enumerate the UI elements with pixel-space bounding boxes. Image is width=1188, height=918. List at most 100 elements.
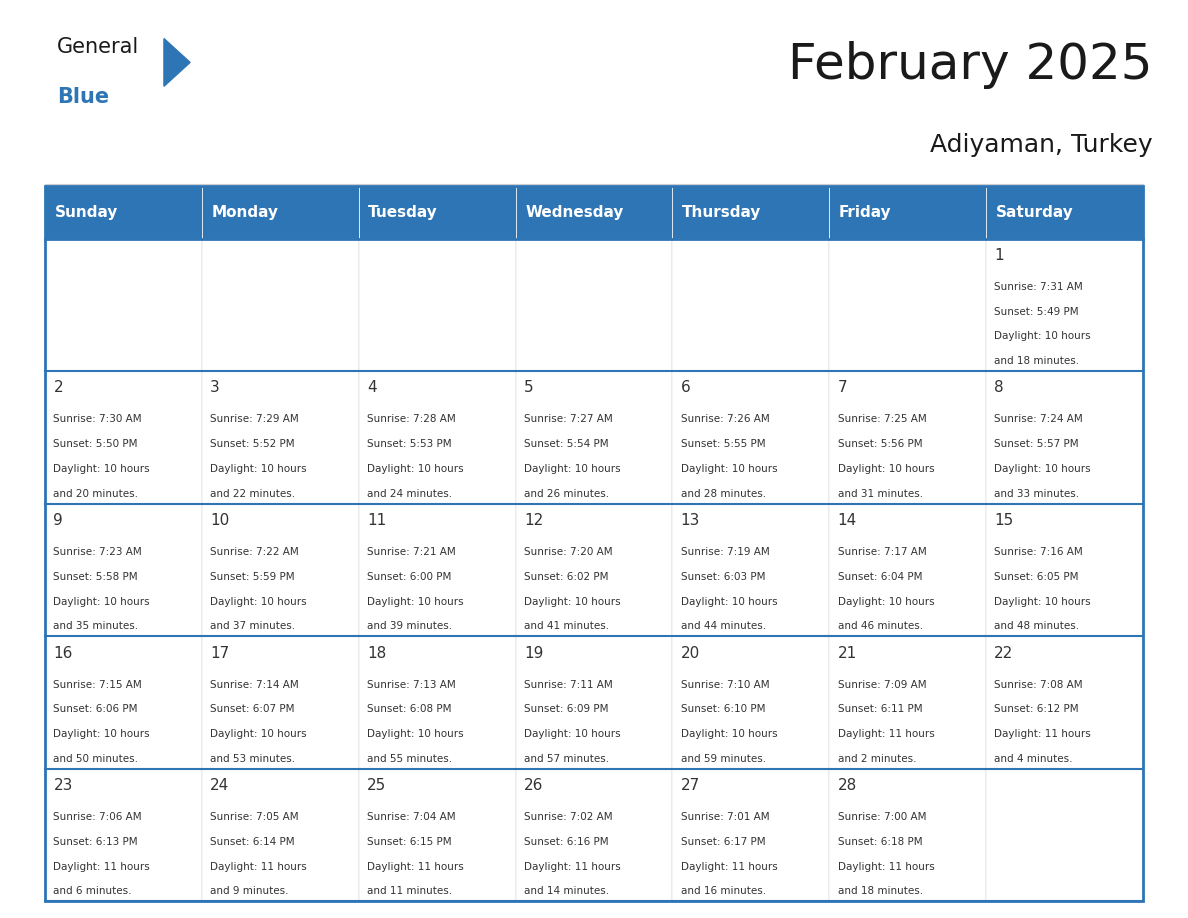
Text: Daylight: 11 hours: Daylight: 11 hours bbox=[838, 862, 934, 871]
Text: and 57 minutes.: and 57 minutes. bbox=[524, 754, 609, 764]
Text: Sunset: 6:05 PM: Sunset: 6:05 PM bbox=[994, 572, 1079, 582]
Text: Sunset: 5:58 PM: Sunset: 5:58 PM bbox=[53, 572, 138, 582]
Text: and 46 minutes.: and 46 minutes. bbox=[838, 621, 923, 632]
Text: Daylight: 11 hours: Daylight: 11 hours bbox=[994, 729, 1091, 739]
Text: and 11 minutes.: and 11 minutes. bbox=[367, 887, 453, 896]
Polygon shape bbox=[164, 39, 190, 86]
Text: Daylight: 10 hours: Daylight: 10 hours bbox=[53, 729, 150, 739]
Text: Daylight: 10 hours: Daylight: 10 hours bbox=[681, 597, 777, 607]
Text: Sunrise: 7:27 AM: Sunrise: 7:27 AM bbox=[524, 414, 613, 424]
Text: Daylight: 10 hours: Daylight: 10 hours bbox=[681, 729, 777, 739]
Text: 14: 14 bbox=[838, 513, 857, 528]
FancyBboxPatch shape bbox=[45, 239, 202, 371]
Text: Sunrise: 7:06 AM: Sunrise: 7:06 AM bbox=[53, 812, 143, 822]
Text: 10: 10 bbox=[210, 513, 229, 528]
Text: 25: 25 bbox=[367, 778, 386, 793]
Text: Sunset: 5:59 PM: Sunset: 5:59 PM bbox=[210, 572, 295, 582]
Text: 21: 21 bbox=[838, 645, 857, 661]
FancyBboxPatch shape bbox=[672, 636, 829, 769]
Text: and 16 minutes.: and 16 minutes. bbox=[681, 887, 766, 896]
Text: Adiyaman, Turkey: Adiyaman, Turkey bbox=[930, 133, 1152, 157]
Text: Sunset: 5:57 PM: Sunset: 5:57 PM bbox=[994, 439, 1079, 449]
Text: Daylight: 10 hours: Daylight: 10 hours bbox=[53, 597, 150, 607]
FancyBboxPatch shape bbox=[672, 239, 829, 371]
Text: Sunrise: 7:11 AM: Sunrise: 7:11 AM bbox=[524, 679, 613, 689]
Text: Monday: Monday bbox=[211, 205, 278, 220]
Text: Sunset: 5:53 PM: Sunset: 5:53 PM bbox=[367, 439, 451, 449]
Text: 4: 4 bbox=[367, 380, 377, 396]
FancyBboxPatch shape bbox=[359, 504, 516, 636]
Text: Daylight: 10 hours: Daylight: 10 hours bbox=[994, 597, 1091, 607]
Text: General: General bbox=[57, 37, 139, 57]
Text: Sunset: 6:07 PM: Sunset: 6:07 PM bbox=[210, 704, 295, 714]
FancyBboxPatch shape bbox=[986, 504, 1143, 636]
FancyBboxPatch shape bbox=[202, 239, 359, 371]
Text: Wednesday: Wednesday bbox=[525, 205, 624, 220]
Text: 11: 11 bbox=[367, 513, 386, 528]
Text: Saturday: Saturday bbox=[996, 205, 1073, 220]
FancyBboxPatch shape bbox=[202, 769, 359, 901]
Text: Sunset: 6:10 PM: Sunset: 6:10 PM bbox=[681, 704, 765, 714]
FancyBboxPatch shape bbox=[359, 769, 516, 901]
Text: Sunrise: 7:25 AM: Sunrise: 7:25 AM bbox=[838, 414, 927, 424]
Text: Sunset: 5:49 PM: Sunset: 5:49 PM bbox=[994, 307, 1079, 317]
Text: Tuesday: Tuesday bbox=[368, 205, 438, 220]
Text: Sunrise: 7:04 AM: Sunrise: 7:04 AM bbox=[367, 812, 456, 822]
Text: 28: 28 bbox=[838, 778, 857, 793]
FancyBboxPatch shape bbox=[829, 769, 986, 901]
Text: Daylight: 10 hours: Daylight: 10 hours bbox=[53, 464, 150, 474]
Text: Sunrise: 7:26 AM: Sunrise: 7:26 AM bbox=[681, 414, 770, 424]
FancyBboxPatch shape bbox=[986, 371, 1143, 504]
Text: Sunrise: 7:30 AM: Sunrise: 7:30 AM bbox=[53, 414, 143, 424]
Text: Thursday: Thursday bbox=[682, 205, 762, 220]
Text: Sunrise: 7:10 AM: Sunrise: 7:10 AM bbox=[681, 679, 770, 689]
FancyBboxPatch shape bbox=[45, 186, 202, 239]
Text: Friday: Friday bbox=[839, 205, 891, 220]
Text: Daylight: 11 hours: Daylight: 11 hours bbox=[210, 862, 307, 871]
Text: Sunrise: 7:17 AM: Sunrise: 7:17 AM bbox=[838, 547, 927, 557]
FancyBboxPatch shape bbox=[202, 186, 359, 239]
Text: Daylight: 10 hours: Daylight: 10 hours bbox=[524, 464, 620, 474]
FancyBboxPatch shape bbox=[516, 371, 672, 504]
Text: Sunrise: 7:19 AM: Sunrise: 7:19 AM bbox=[681, 547, 770, 557]
Text: 27: 27 bbox=[681, 778, 700, 793]
Text: Daylight: 11 hours: Daylight: 11 hours bbox=[681, 862, 777, 871]
Text: Daylight: 10 hours: Daylight: 10 hours bbox=[838, 597, 934, 607]
Text: Sunrise: 7:20 AM: Sunrise: 7:20 AM bbox=[524, 547, 613, 557]
Text: Sunrise: 7:21 AM: Sunrise: 7:21 AM bbox=[367, 547, 456, 557]
Text: Sunrise: 7:09 AM: Sunrise: 7:09 AM bbox=[838, 679, 927, 689]
Text: 9: 9 bbox=[53, 513, 63, 528]
Text: Sunrise: 7:02 AM: Sunrise: 7:02 AM bbox=[524, 812, 613, 822]
Text: Daylight: 10 hours: Daylight: 10 hours bbox=[994, 464, 1091, 474]
Text: and 33 minutes.: and 33 minutes. bbox=[994, 488, 1080, 498]
Text: Daylight: 11 hours: Daylight: 11 hours bbox=[367, 862, 463, 871]
Text: 15: 15 bbox=[994, 513, 1013, 528]
Text: 6: 6 bbox=[681, 380, 690, 396]
Text: Daylight: 10 hours: Daylight: 10 hours bbox=[367, 597, 463, 607]
FancyBboxPatch shape bbox=[829, 504, 986, 636]
Text: and 26 minutes.: and 26 minutes. bbox=[524, 488, 609, 498]
FancyBboxPatch shape bbox=[516, 239, 672, 371]
FancyBboxPatch shape bbox=[986, 186, 1143, 239]
Text: and 55 minutes.: and 55 minutes. bbox=[367, 754, 453, 764]
Text: and 18 minutes.: and 18 minutes. bbox=[994, 356, 1080, 366]
Text: 2: 2 bbox=[53, 380, 63, 396]
FancyBboxPatch shape bbox=[202, 371, 359, 504]
FancyBboxPatch shape bbox=[986, 239, 1143, 371]
Text: Sunrise: 7:14 AM: Sunrise: 7:14 AM bbox=[210, 679, 299, 689]
FancyBboxPatch shape bbox=[672, 504, 829, 636]
Text: Daylight: 10 hours: Daylight: 10 hours bbox=[681, 464, 777, 474]
FancyBboxPatch shape bbox=[672, 371, 829, 504]
Text: Sunset: 6:17 PM: Sunset: 6:17 PM bbox=[681, 837, 765, 846]
Text: 1: 1 bbox=[994, 248, 1004, 263]
Text: and 59 minutes.: and 59 minutes. bbox=[681, 754, 766, 764]
Text: Sunrise: 7:28 AM: Sunrise: 7:28 AM bbox=[367, 414, 456, 424]
Text: and 6 minutes.: and 6 minutes. bbox=[53, 887, 132, 896]
FancyBboxPatch shape bbox=[829, 636, 986, 769]
Text: Sunset: 5:52 PM: Sunset: 5:52 PM bbox=[210, 439, 295, 449]
Text: Sunset: 6:16 PM: Sunset: 6:16 PM bbox=[524, 837, 608, 846]
FancyBboxPatch shape bbox=[45, 769, 202, 901]
Text: Daylight: 10 hours: Daylight: 10 hours bbox=[367, 729, 463, 739]
Text: Sunset: 6:03 PM: Sunset: 6:03 PM bbox=[681, 572, 765, 582]
Text: and 28 minutes.: and 28 minutes. bbox=[681, 488, 766, 498]
